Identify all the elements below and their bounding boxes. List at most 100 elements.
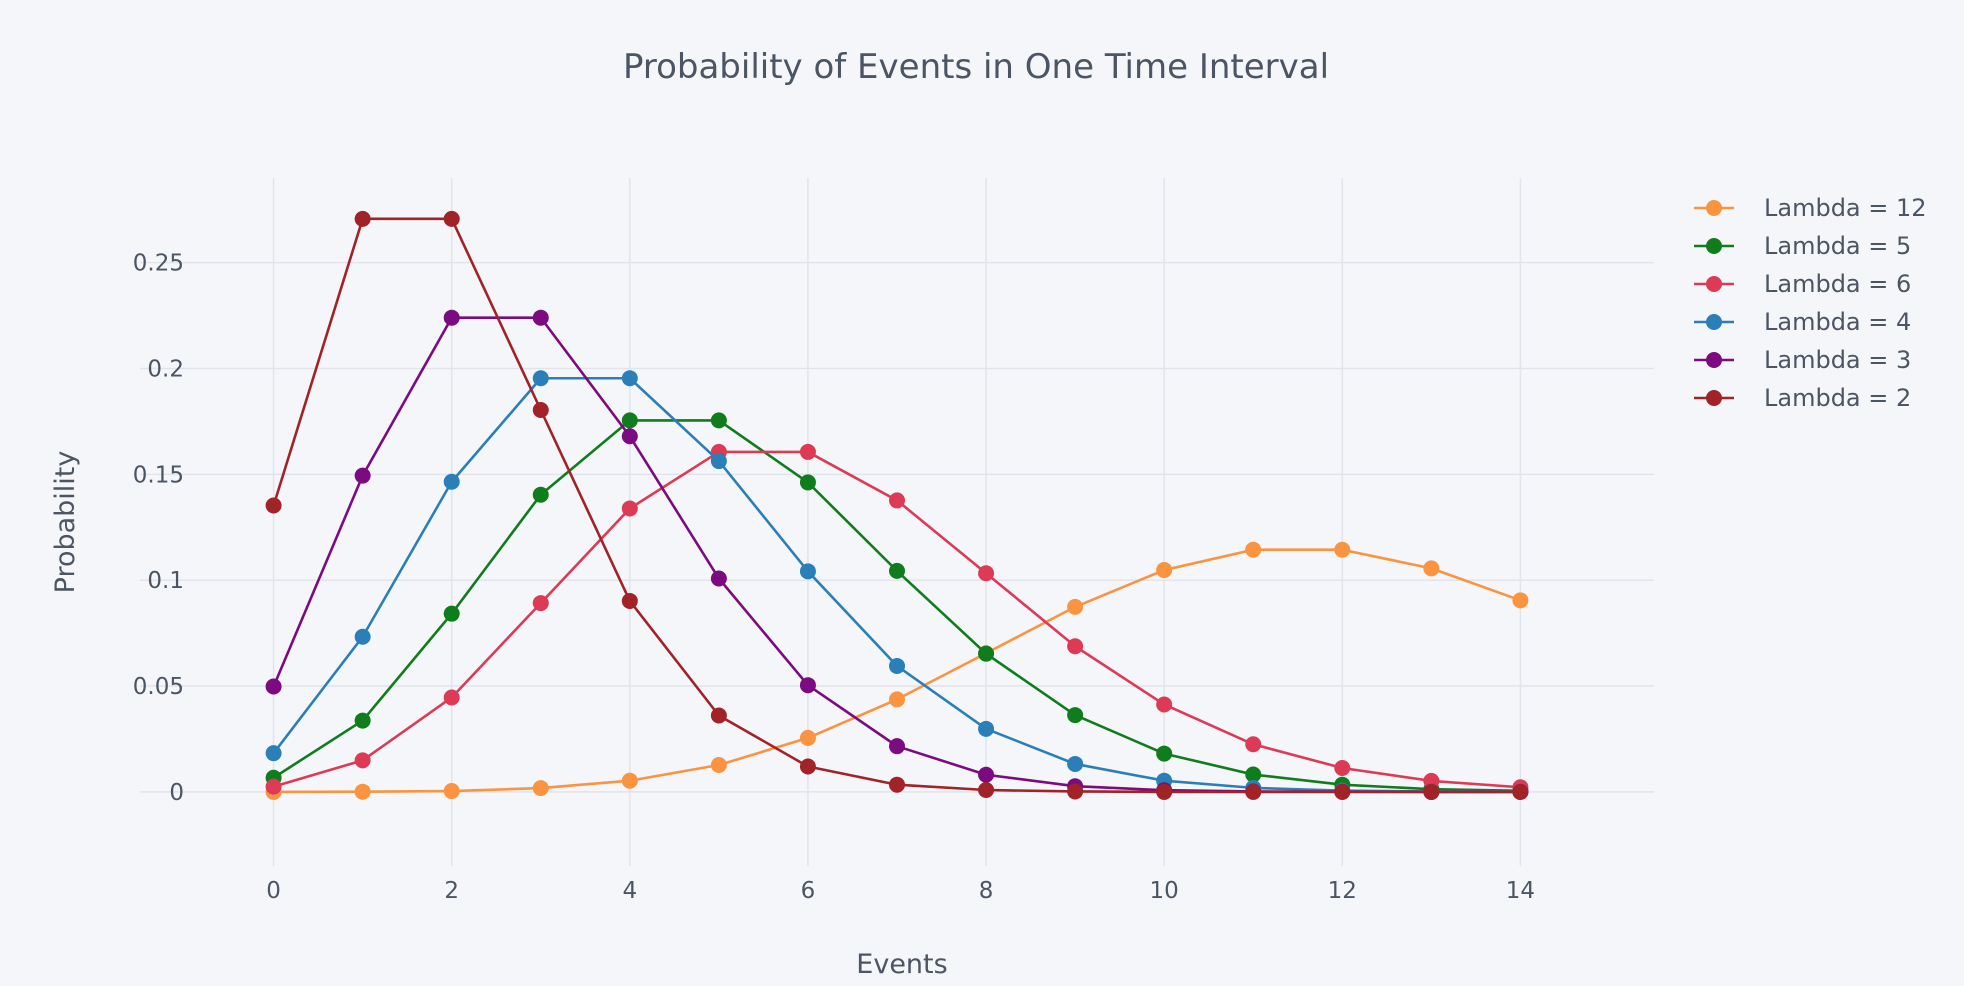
data-point[interactable]	[1067, 755, 1084, 772]
data-point[interactable]	[1067, 783, 1084, 800]
x-tick-label: 4	[623, 878, 638, 904]
data-point[interactable]	[532, 486, 549, 503]
data-point[interactable]	[354, 783, 371, 800]
y-tick-label: 0.25	[133, 251, 184, 277]
data-point[interactable]	[710, 570, 727, 587]
data-point[interactable]	[532, 402, 549, 419]
legend[interactable]: Lambda = 12 Lambda = 5 Lambda = 6 Lambda = …	[1694, 194, 1927, 412]
data-point[interactable]	[621, 412, 638, 429]
data-point[interactable]	[621, 592, 638, 609]
data-point[interactable]	[1245, 736, 1262, 753]
legend-label: Lambda = 6	[1764, 270, 1911, 298]
data-point[interactable]	[1512, 592, 1529, 609]
data-point[interactable]	[443, 783, 460, 800]
data-point[interactable]	[621, 772, 638, 789]
data-point[interactable]	[532, 309, 549, 326]
legend-item[interactable]: Lambda = 3	[1694, 346, 1911, 374]
y-tick-label: 0.2	[147, 357, 184, 383]
data-point[interactable]	[532, 780, 549, 797]
data-point[interactable]	[1156, 696, 1173, 713]
data-point[interactable]	[978, 645, 995, 662]
data-point[interactable]	[1512, 783, 1529, 800]
data-point[interactable]	[889, 562, 905, 579]
legend-label: Lambda = 3	[1764, 346, 1911, 374]
data-point[interactable]	[443, 689, 460, 706]
data-point[interactable]	[1067, 598, 1084, 615]
legend-item[interactable]: Lambda = 5	[1694, 232, 1911, 260]
data-point[interactable]	[799, 758, 816, 775]
series-line	[272, 419, 1521, 793]
x-tick-label: 8	[979, 878, 994, 904]
data-point[interactable]	[799, 443, 816, 460]
data-point[interactable]	[265, 497, 282, 514]
data-point[interactable]	[532, 370, 549, 387]
legend-swatch-marker	[1706, 276, 1722, 292]
data-point[interactable]	[265, 778, 282, 795]
x-tick-label: 12	[1328, 878, 1357, 904]
data-point[interactable]	[1156, 562, 1173, 579]
data-point[interactable]	[1245, 783, 1262, 800]
data-point[interactable]	[1334, 759, 1351, 776]
legend-swatch-marker	[1706, 314, 1722, 330]
data-point[interactable]	[978, 565, 995, 582]
data-point[interactable]	[1423, 783, 1440, 800]
data-point[interactable]	[354, 628, 371, 645]
data-point[interactable]	[621, 500, 638, 517]
data-point[interactable]	[1423, 560, 1440, 577]
data-point[interactable]	[1334, 783, 1351, 800]
gridlines	[140, 178, 1654, 866]
data-point[interactable]	[1156, 783, 1173, 800]
legend-swatch-marker	[1706, 238, 1722, 254]
data-point[interactable]	[1245, 766, 1262, 783]
legend-item[interactable]: Lambda = 4	[1694, 308, 1911, 336]
legend-item[interactable]: Lambda = 6	[1694, 270, 1911, 298]
y-axis-title: Probability	[50, 451, 81, 594]
data-point[interactable]	[1156, 745, 1173, 762]
data-point[interactable]	[799, 677, 816, 694]
data-point[interactable]	[1334, 541, 1351, 558]
data-point[interactable]	[621, 428, 638, 445]
data-point[interactable]	[799, 729, 816, 746]
data-point[interactable]	[978, 766, 995, 783]
data-point[interactable]	[443, 473, 460, 490]
x-tick-label: 6	[801, 878, 816, 904]
x-tick-label: 0	[266, 878, 281, 904]
series-lambda-4	[265, 370, 1529, 800]
y-tick-label: 0	[169, 780, 184, 806]
data-point[interactable]	[532, 595, 549, 612]
legend-swatch-marker	[1706, 352, 1722, 368]
data-point[interactable]	[889, 492, 905, 509]
data-point[interactable]	[710, 453, 727, 470]
data-point[interactable]	[889, 657, 905, 674]
data-point[interactable]	[799, 563, 816, 580]
data-point[interactable]	[265, 678, 282, 695]
data-point[interactable]	[265, 745, 282, 762]
data-point[interactable]	[978, 720, 995, 737]
x-tick-label: 2	[444, 878, 459, 904]
data-point[interactable]	[354, 712, 371, 729]
data-point[interactable]	[621, 370, 638, 387]
data-point[interactable]	[710, 707, 727, 724]
data-point[interactable]	[1245, 541, 1262, 558]
data-point[interactable]	[443, 309, 460, 326]
data-point[interactable]	[443, 605, 460, 622]
data-point[interactable]	[889, 691, 905, 708]
data-point[interactable]	[710, 757, 727, 774]
data-point[interactable]	[443, 210, 460, 227]
data-point[interactable]	[978, 782, 995, 799]
axis-ticks: 0 2 4 6 8 10 12 14 0 0.05 0.1 0.15 0.2 0.25	[133, 251, 1535, 904]
data-point[interactable]	[889, 776, 905, 793]
legend-label: Lambda = 12	[1764, 194, 1927, 222]
data-point[interactable]	[710, 412, 727, 429]
data-point[interactable]	[1067, 707, 1084, 724]
data-point[interactable]	[354, 210, 371, 227]
data-point[interactable]	[354, 752, 371, 769]
data-point[interactable]	[1067, 638, 1084, 655]
series-line	[272, 316, 1521, 794]
data-point[interactable]	[799, 474, 816, 491]
legend-item[interactable]: Lambda = 12	[1694, 194, 1927, 222]
legend-item[interactable]: Lambda = 2	[1694, 384, 1911, 412]
data-point[interactable]	[354, 467, 371, 484]
data-point[interactable]	[889, 738, 905, 755]
series-line	[272, 376, 1521, 794]
